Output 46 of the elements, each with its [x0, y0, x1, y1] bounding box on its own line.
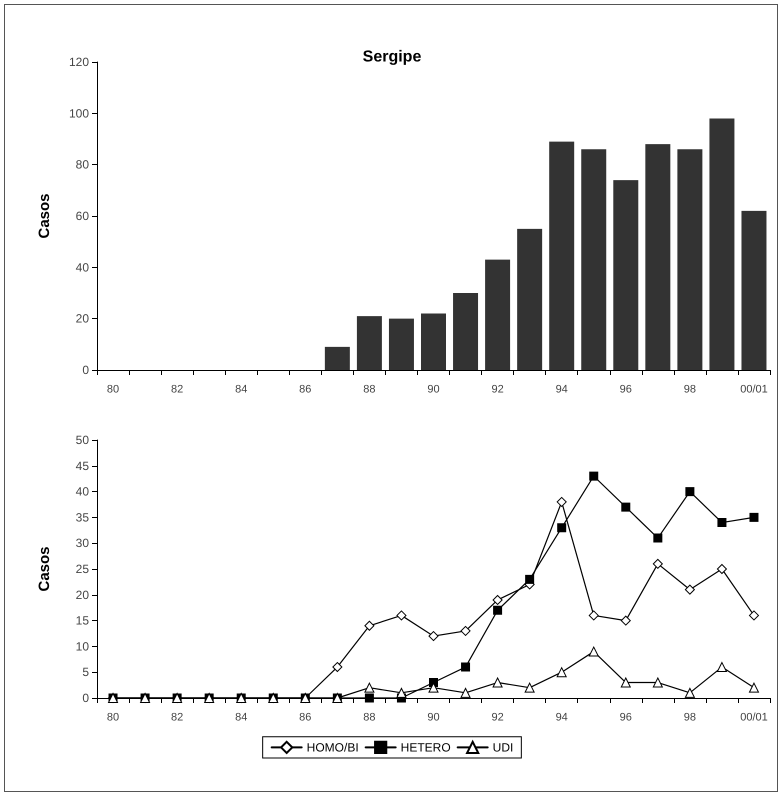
- x-tick-label: 94: [556, 712, 568, 724]
- y-tick-label: 0: [82, 691, 90, 705]
- x-tick-label: 92: [491, 384, 504, 396]
- y-tick-label: 120: [68, 55, 90, 69]
- legend-label: HETERO: [400, 740, 451, 754]
- x-tick-label: 92: [491, 712, 504, 724]
- x-tick-label: 94: [556, 384, 568, 396]
- x-tick-label: 86: [299, 384, 312, 396]
- x-tick-label: 84: [235, 712, 248, 724]
- x-tick-label: 00/01: [740, 384, 768, 396]
- x-tick-label: 00/01: [740, 712, 768, 724]
- y-tick-label: 35: [76, 510, 90, 524]
- y-tick-label: 5: [82, 665, 90, 680]
- legend-label: HOMO/BI: [306, 740, 359, 754]
- y-tick-label: 50: [76, 433, 90, 447]
- x-tick-label: 86: [299, 712, 312, 724]
- x-tick-label: 98: [684, 712, 696, 724]
- y-tick-label: 45: [76, 458, 90, 473]
- y-tick-label: 0: [82, 363, 90, 377]
- x-tick-label: 82: [170, 384, 184, 396]
- x-tick-label: 80: [106, 712, 120, 724]
- y-axis-title: Casos: [36, 546, 53, 592]
- y-tick-label: 10: [76, 639, 90, 654]
- y-tick-label: 30: [76, 536, 90, 550]
- y-tick-label: 20: [76, 588, 90, 602]
- y-axis-title: Casos: [36, 193, 53, 239]
- x-tick-label: 96: [620, 384, 632, 396]
- y-tick-label: 80: [76, 158, 90, 172]
- y-tick-label: 40: [76, 484, 90, 499]
- x-tick-label: 96: [620, 712, 632, 724]
- y-tick-label: 40: [76, 260, 90, 274]
- x-tick-label: 80: [106, 384, 120, 396]
- x-tick-label: 98: [684, 384, 696, 396]
- x-tick-label: 90: [427, 712, 440, 724]
- y-tick-label: 25: [76, 562, 90, 576]
- x-tick-label: 88: [363, 384, 376, 396]
- legend-label: UDI: [492, 740, 514, 754]
- x-tick-label: 90: [427, 384, 440, 396]
- x-tick-label: 84: [235, 384, 248, 396]
- x-tick-label: 82: [170, 712, 184, 724]
- chart-title: Sergipe: [362, 48, 422, 66]
- y-tick-label: 15: [76, 614, 90, 628]
- y-tick-label: 60: [76, 209, 90, 223]
- y-tick-label: 100: [68, 106, 90, 120]
- x-tick-label: 88: [363, 712, 376, 724]
- y-tick-label: 20: [76, 312, 90, 326]
